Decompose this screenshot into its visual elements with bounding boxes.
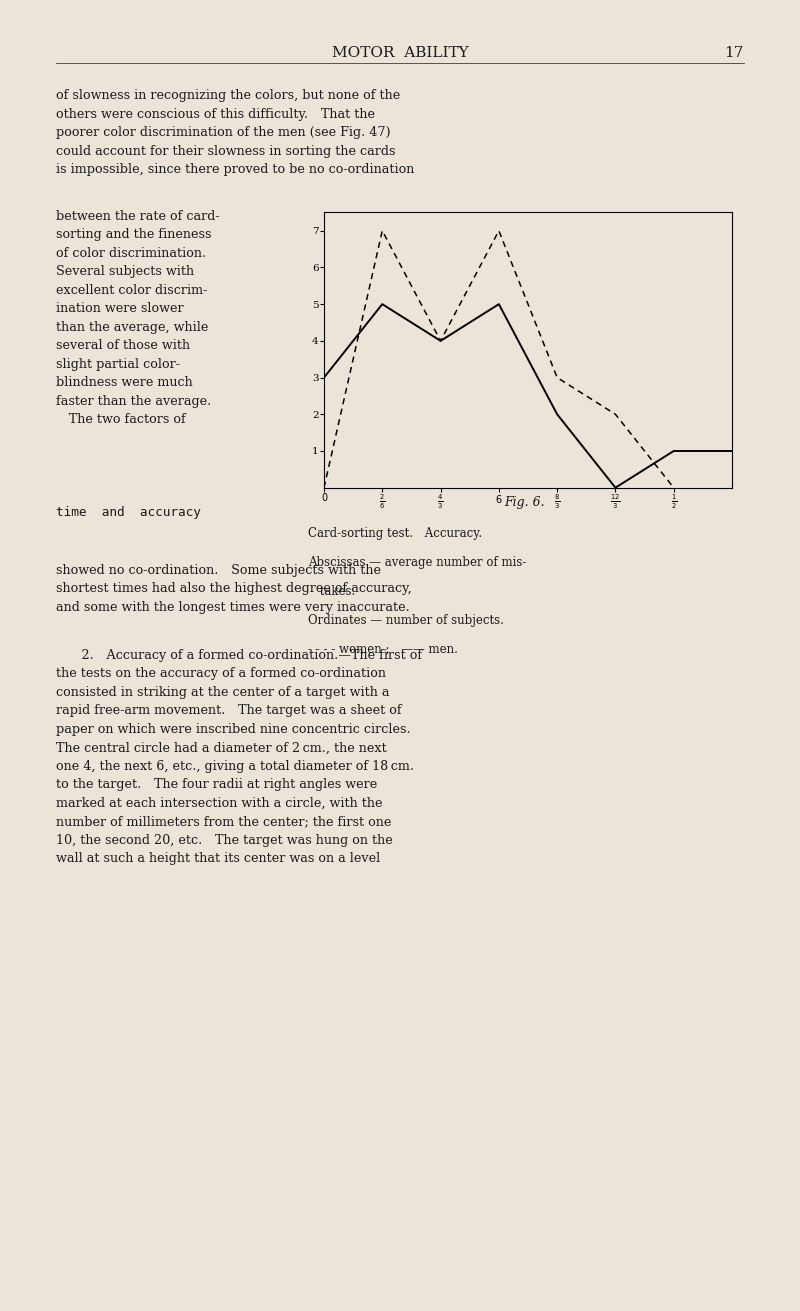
Text: between the rate of card-
sorting and the fineness
of color discrimination.
Seve: between the rate of card- sorting and th…: [56, 210, 220, 426]
Text: - - - - women ; —— men.: - - - - women ; —— men.: [308, 642, 458, 656]
Text: 2. Accuracy of a formed co-ordination.—The first of
the tests on the accuracy of: 2. Accuracy of a formed co-ordination.—T…: [56, 649, 422, 865]
Text: Card-sorting test. Accuracy.: Card-sorting test. Accuracy.: [308, 527, 482, 540]
Text: Abscissas — average number of mis-: Abscissas — average number of mis-: [308, 556, 526, 569]
Text: 17: 17: [725, 46, 744, 60]
Text: showed no co-ordination. Some subjects with the
shortest times had also the high: showed no co-ordination. Some subjects w…: [56, 564, 412, 614]
Text: time  and  accuracy: time and accuracy: [56, 506, 201, 519]
Text: Fig. 6.: Fig. 6.: [504, 496, 544, 509]
Text: MOTOR  ABILITY: MOTOR ABILITY: [332, 46, 468, 60]
Text: Ordinates — number of subjects.: Ordinates — number of subjects.: [308, 614, 504, 627]
Text: of slowness in recognizing the colors, but none of the
others were conscious of : of slowness in recognizing the colors, b…: [56, 89, 414, 176]
Text: takes.: takes.: [308, 585, 355, 598]
